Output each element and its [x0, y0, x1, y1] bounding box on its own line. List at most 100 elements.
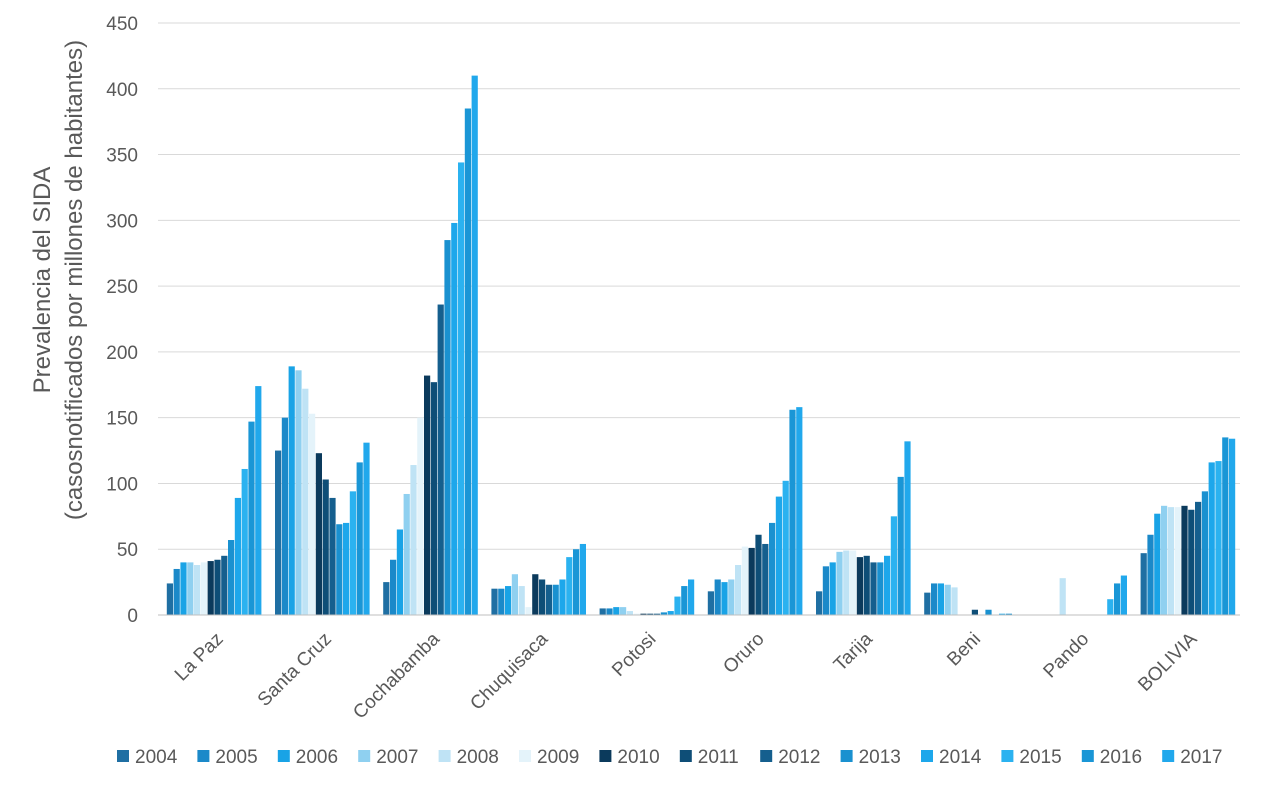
bar [1154, 513, 1161, 615]
bar [383, 582, 390, 615]
bar [417, 417, 424, 615]
legend-label: 2011 [698, 747, 739, 768]
gridlines [158, 22, 1240, 550]
bar [613, 607, 620, 615]
legend-swatch [921, 750, 933, 762]
bar [741, 546, 748, 615]
bar [735, 565, 742, 615]
bar [437, 304, 444, 615]
bar [660, 612, 667, 615]
bar [349, 491, 356, 615]
bar [688, 579, 695, 615]
bar [451, 222, 458, 615]
y-tick-label: 100 [106, 474, 138, 495]
bar [870, 562, 877, 615]
bar [511, 574, 518, 615]
x-category-label: Oruro [719, 629, 768, 678]
bar [315, 453, 322, 615]
bar [505, 586, 512, 615]
x-category-label: Chuquisaca [466, 628, 552, 714]
x-category-label: BOLIVIA [1134, 628, 1201, 695]
bar [626, 611, 633, 615]
bar [498, 588, 505, 615]
y-tick-label: 200 [106, 343, 138, 364]
legend-label: 2004 [135, 747, 178, 768]
bar [674, 596, 681, 615]
legend-label: 2012 [778, 747, 820, 768]
bar [904, 441, 911, 615]
x-category-label: Cochabamba [349, 628, 444, 723]
bar [464, 108, 471, 615]
bar [228, 540, 235, 615]
bar [1161, 505, 1168, 615]
bar [180, 562, 187, 615]
x-category-label: La Paz [171, 629, 228, 686]
bar [329, 497, 336, 615]
legend-swatch [679, 750, 692, 762]
bar [458, 162, 465, 615]
legend-swatch [1081, 750, 1094, 762]
bar [525, 607, 532, 615]
bar [836, 551, 843, 615]
bar [640, 613, 647, 615]
bar [173, 568, 180, 615]
bar [207, 561, 214, 615]
bar [1140, 553, 1147, 615]
bar [194, 565, 201, 615]
bar [1174, 507, 1181, 615]
bar [829, 562, 836, 615]
bar [816, 591, 823, 615]
bar [552, 584, 559, 615]
bar [295, 370, 302, 615]
bar [214, 559, 221, 615]
legend-swatch [519, 750, 531, 762]
bar [884, 555, 891, 615]
bar [971, 609, 978, 615]
legend: 2004 2005 2006 2007 2008 2009 2010 2011 2012 2013… [117, 747, 1222, 768]
bar [559, 579, 566, 615]
bar [471, 75, 478, 616]
bar [288, 366, 295, 615]
legend-label: 2008 [457, 747, 499, 768]
bar [579, 543, 586, 615]
bar [322, 479, 329, 615]
y-tick-label: 250 [106, 277, 138, 298]
bar [762, 543, 769, 615]
bar [1120, 575, 1127, 615]
bar [620, 607, 627, 615]
bar [1114, 583, 1121, 615]
bar [275, 450, 282, 615]
bar [931, 583, 938, 615]
bar [755, 534, 762, 615]
bar [1147, 534, 1154, 615]
bar [518, 586, 525, 615]
legend-swatch [358, 750, 371, 762]
legend-swatch [840, 750, 853, 762]
legend-label: 2009 [537, 747, 579, 768]
bars [166, 75, 1236, 616]
bar [850, 550, 857, 615]
bar [281, 417, 288, 615]
bar [633, 613, 640, 615]
bar [234, 497, 241, 615]
bar [1222, 437, 1229, 615]
y-tick-label: 150 [106, 409, 138, 430]
legend-swatch [197, 750, 210, 762]
bar [769, 522, 776, 615]
bar [241, 468, 248, 615]
bar [843, 550, 850, 615]
bar [396, 529, 403, 615]
bar [566, 557, 573, 615]
bar [822, 566, 829, 615]
bar [789, 409, 796, 615]
legend-swatch [117, 750, 129, 762]
bar [424, 375, 431, 615]
y-tick-label: 0 [127, 606, 138, 627]
bar [444, 240, 451, 615]
bar [356, 462, 363, 615]
bar [782, 480, 789, 615]
bar [255, 386, 262, 615]
bar [1215, 461, 1222, 615]
bar [647, 613, 654, 615]
